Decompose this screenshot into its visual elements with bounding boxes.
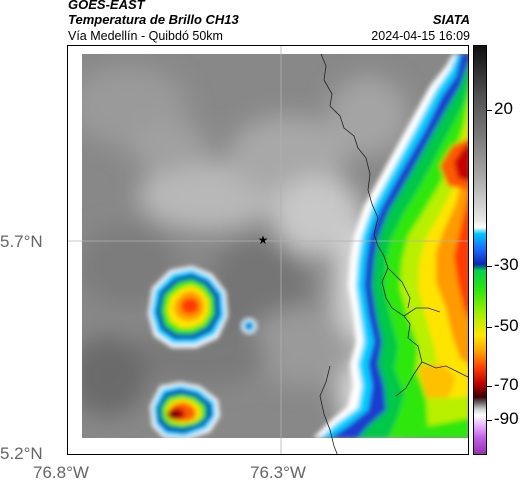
colorbar-label: -30 (494, 255, 519, 274)
bottom-margin (68, 438, 468, 454)
gray-cloud-field (82, 54, 468, 438)
route-subtitle: Vía Medellín - Quibdó 50km (68, 29, 223, 43)
colorbar-tick (487, 327, 492, 328)
convective-cell-north (148, 266, 228, 348)
satellite-map[interactable]: ★ (67, 45, 469, 455)
colorbar-label: -50 (494, 316, 519, 335)
east-convective-system (313, 54, 468, 438)
colorbar-tick (487, 386, 492, 387)
colorbar-tick (487, 110, 492, 111)
colorbar-tick (487, 420, 492, 421)
brightness-temperature-field: ★ (68, 46, 468, 454)
convective-cell-small (241, 318, 257, 334)
top-margin (68, 46, 468, 54)
lon-label-76.8: 76.8°W (33, 463, 89, 482)
colorbar-label: 20 (494, 99, 513, 118)
lon-label-76.3: 76.3°W (250, 463, 306, 482)
department-boundaries (319, 53, 468, 454)
convective-cell-south (150, 382, 220, 438)
lat-label-5.2: 5.2°N (0, 444, 43, 463)
star-marker-icon: ★ (258, 233, 269, 247)
lat-label-5.7: 5.7°N (0, 232, 43, 251)
colorbar (473, 45, 487, 455)
colorbar-label: -70 (494, 375, 519, 394)
left-margin (68, 46, 82, 454)
colorbar-label: -90 (494, 409, 519, 428)
agency-label: SIATA (432, 12, 470, 27)
colorbar-tick (487, 266, 492, 267)
timestamp: 2024-04-15 16:09 (371, 29, 470, 43)
satellite-name: GOES-EAST (68, 0, 145, 12)
product-title: Temperatura de Brillo CH13 (68, 12, 239, 27)
